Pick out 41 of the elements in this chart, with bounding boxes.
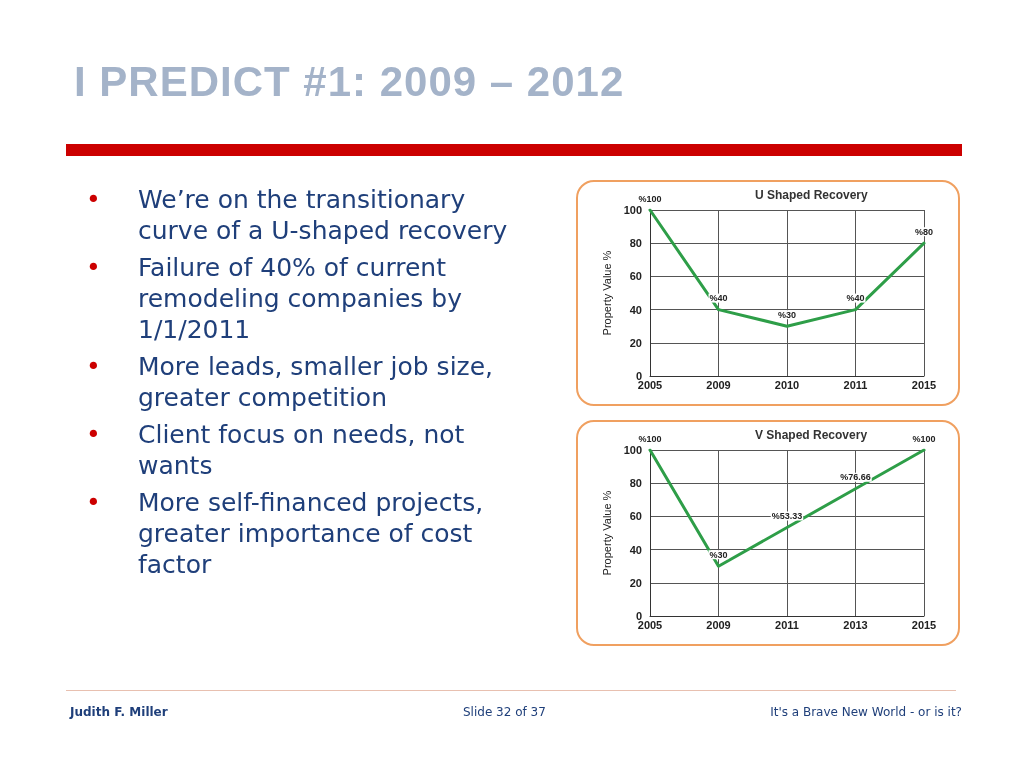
x-tick-label: 2009: [706, 618, 731, 631]
data-label: %40: [709, 293, 728, 304]
y-tick-label: 20: [629, 336, 642, 349]
text: • Client focus on needs, not wants: [86, 420, 465, 480]
chart-title: V Shaped Recovery: [755, 428, 868, 442]
text: I PREDICT #1: 2009 – 2012: [74, 58, 625, 106]
x-tick-label: 2011: [775, 618, 799, 631]
y-tick-label: 80: [629, 237, 642, 250]
y-tick-label: 80: [629, 477, 642, 490]
data-label: %100: [638, 433, 662, 444]
y-tick-label: 40: [629, 303, 642, 316]
chart-title: U Shaped Recovery: [755, 188, 869, 202]
y-tick-label: 100: [623, 204, 642, 216]
data-label: %30: [777, 309, 797, 320]
y-tick-label: 20: [629, 576, 642, 589]
x-tick-label: 2011: [843, 378, 868, 391]
text: Judith F. Miller: [70, 705, 168, 719]
y-tick-label: 60: [629, 270, 642, 283]
data-label: %76.66: [840, 472, 871, 483]
data-label: %100: [912, 433, 936, 444]
x-tick-label: 2010: [774, 378, 800, 391]
x-tick-label: 2013: [843, 618, 868, 631]
y-axis-title: Property Value %: [601, 490, 614, 576]
x-tick-label: 2009: [706, 378, 731, 391]
data-label: %100: [638, 193, 662, 204]
y-tick-label: 40: [629, 543, 642, 556]
text: Slide 32 of 37: [463, 705, 546, 719]
y-tick-label: 60: [629, 510, 642, 523]
x-tick-label: 2015: [911, 378, 937, 391]
text: • More leads, smaller job size, greater competition: [86, 352, 494, 412]
text: • Failure of 40% of current remodeling companies by 1/1/2011: [86, 253, 462, 344]
text: • We’re on the transitionary curve of a U-shaped recovery: [86, 185, 508, 245]
text: It's a Brave New World - or is it?: [770, 705, 962, 719]
data-label: %40: [846, 293, 865, 304]
y-tick-label: 100: [623, 444, 642, 456]
y-axis-title: Property Value %: [601, 250, 614, 336]
data-label: %53.33: [771, 510, 803, 521]
data-label: %80: [914, 226, 934, 237]
text: • More self-financed projects, greater importance of cost factor: [86, 488, 484, 579]
x-tick-label: 2015: [911, 618, 937, 631]
data-label: %30: [709, 549, 728, 560]
